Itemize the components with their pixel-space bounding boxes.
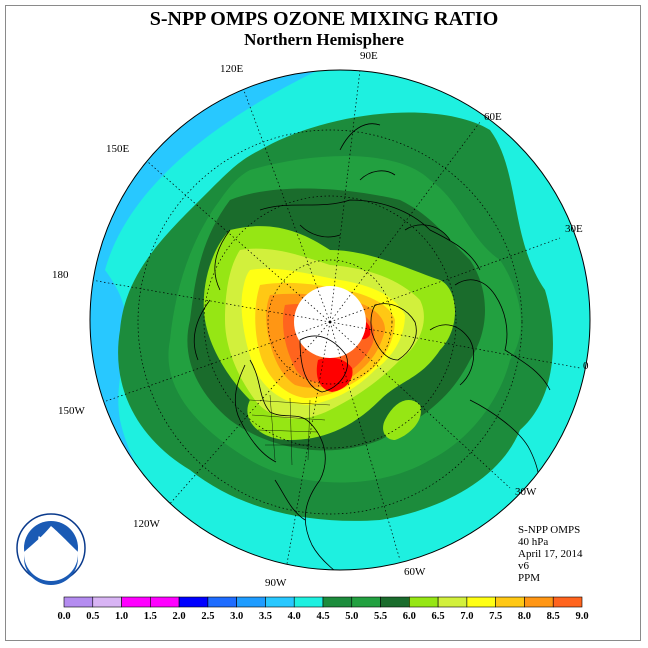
colorbar-swatch [265,596,295,608]
info-level: 40 hPa [518,536,549,548]
lon-label-0: 0 [583,360,589,372]
noaa-logo: NOAA [16,513,86,585]
colorbar-tick-label: 4.5 [316,611,329,622]
colorbar-tick-label: 6.0 [403,611,416,622]
band-5-5-patch [383,400,421,440]
colorbar-tick-label: 8.5 [547,611,560,622]
colorbar-swatch [380,596,410,608]
colorbar-swatch [351,596,381,608]
colorbar-swatch [63,596,94,608]
colorbar-tick-label: 6.5 [432,611,445,622]
colorbar-swatch [409,596,439,608]
lon-label-30w: 30W [515,486,537,498]
map-title: S-NPP OMPS OZONE MIXING RATIO [149,8,499,30]
info-version: v6 [518,560,529,572]
colorbar-swatch [552,596,583,608]
colorbar-tick-label: 9.0 [575,611,588,622]
info-date: April 17, 2014 [518,548,583,560]
colorbar-tick-label: 5.5 [374,611,387,622]
colorbar-tick-label: 7.5 [489,611,502,622]
colorbar-swatch [293,596,324,608]
colorbar-swatch [466,596,496,608]
colorbar-swatch [178,596,209,608]
colorbar-swatch [92,596,122,608]
colorbar-tick-label: 2.0 [173,611,186,622]
lon-label-60e: 60E [484,111,502,123]
figure-frame [5,5,641,641]
colorbar-tick-label: 1.5 [144,611,157,622]
colorbar-swatch [207,596,237,608]
colorbar-tick-label: 1.0 [115,611,128,622]
colorbar-tick-label: 0.5 [86,611,99,622]
info-unit: PPM [518,572,541,584]
state-borders [249,394,331,466]
lon-label-120e: 120E [220,63,244,75]
lon-label-90w: 90W [265,577,287,589]
lon-label-60w: 60W [404,566,426,578]
info-instrument: S-NPP OMPS [518,524,581,536]
lon-label-30e: 30E [565,223,583,235]
info-block: S-NPP OMPS 40 hPa April 17, 2014 v6 PPM [518,524,582,584]
colorbar-swatch [236,596,266,608]
colorbar-tick-label: 3.0 [230,611,243,622]
colorbar-swatch [495,596,525,608]
lon-label-90e: 90E [360,50,378,62]
colorbar-swatch [121,596,151,608]
colorbar-tick-label: 3.5 [259,611,272,622]
colorbar-tick-label: 2.5 [201,611,214,622]
colorbar-swatch [524,596,554,608]
lon-label-150w: 150W [58,405,85,417]
colorbar-tick-label: 4.0 [288,611,301,622]
colorbar-tick-label: 8.0 [518,611,531,622]
map-subtitle: Northern Hemisphere [244,30,404,49]
lon-label-180: 180 [52,269,69,281]
colorbar-tick-label: 7.0 [460,611,473,622]
logo-text: NOAA [38,535,65,545]
map-boundary [89,69,591,571]
colorbar-tick-label: 0.0 [57,611,70,622]
colorbar-swatch [437,596,468,608]
colorbar-tick-label: 5.0 [345,611,358,622]
band-8-5 [316,357,353,392]
lon-label-120w: 120W [133,518,160,530]
colorbar-swatch [322,596,353,608]
graticule [90,70,581,570]
colorbar-swatch [150,596,180,608]
lon-label-150e: 150E [106,143,130,155]
